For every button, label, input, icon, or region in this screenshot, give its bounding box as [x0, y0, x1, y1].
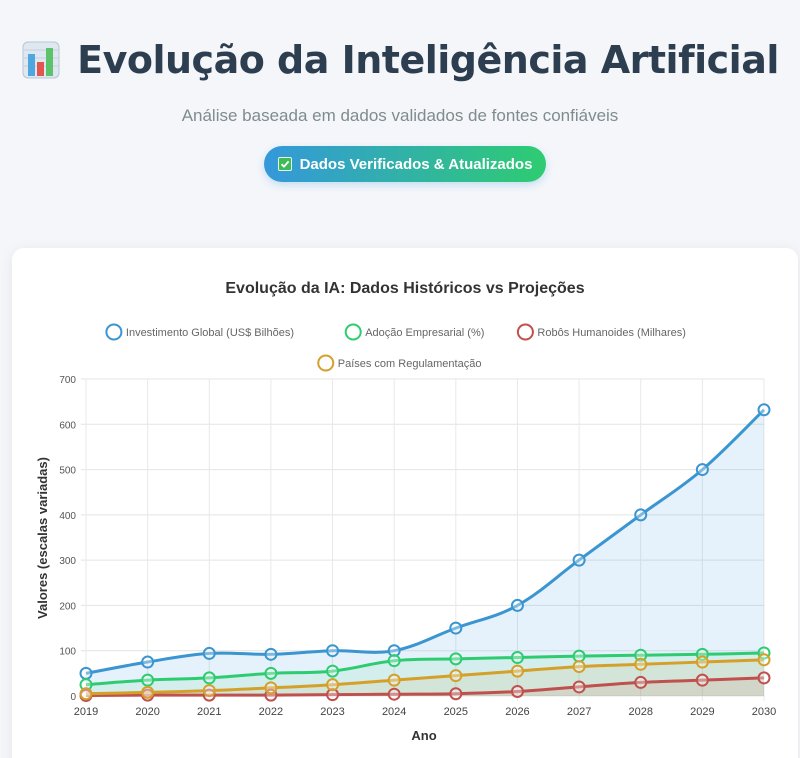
badge-label: Dados Verificados & Atualizados — [299, 155, 533, 173]
legend-item[interactable]: Adoção Empresarial (%) — [344, 323, 485, 341]
data-point[interactable] — [510, 664, 524, 678]
data-point[interactable] — [387, 644, 401, 658]
data-point[interactable] — [326, 664, 340, 678]
data-point[interactable] — [634, 648, 648, 662]
data-point[interactable] — [572, 553, 586, 567]
data-point[interactable] — [695, 655, 709, 669]
data-point[interactable] — [264, 666, 278, 680]
data-point[interactable] — [695, 673, 709, 687]
data-point[interactable] — [510, 684, 524, 698]
x-tick-label: 2020 — [135, 706, 159, 718]
data-point[interactable] — [202, 646, 216, 660]
y-tick-label: 300 — [59, 556, 76, 567]
line-chart: Evolução da IA: Dados Históricos vs Proj… — [35, 280, 776, 743]
data-point[interactable] — [695, 463, 709, 477]
data-point[interactable] — [757, 653, 771, 667]
data-point[interactable] — [141, 655, 155, 669]
data-point[interactable] — [449, 621, 463, 635]
series-areas — [86, 409, 764, 696]
x-tick-label: 2023 — [320, 706, 344, 718]
legend-marker — [516, 323, 534, 341]
page-subtitle: Análise baseada em dados validados de fo… — [181, 106, 619, 125]
data-point[interactable] — [449, 652, 463, 666]
data-point[interactable] — [449, 669, 463, 683]
legend-marker — [105, 323, 123, 341]
data-point[interactable] — [141, 685, 155, 699]
x-tick-label: 2021 — [197, 706, 221, 718]
data-point[interactable] — [572, 680, 586, 694]
data-point[interactable] — [387, 654, 401, 668]
x-tick-label: 2030 — [752, 706, 776, 718]
data-point[interactable] — [572, 660, 586, 674]
y-axis-label: Valores (escalas variadas) — [35, 457, 50, 619]
legend-label: Países com Regulamentação — [338, 358, 482, 370]
data-point[interactable] — [202, 671, 216, 685]
data-point[interactable] — [757, 403, 771, 417]
page-header: Evolução da Inteligência Artificial Anál… — [0, 0, 800, 240]
data-point[interactable] — [326, 678, 340, 692]
x-tick-label: 2026 — [505, 706, 529, 718]
page-title: Evolução da Inteligência Artificial — [77, 38, 779, 82]
series-area — [86, 677, 764, 696]
chart-card: Evolução da IA: Dados Históricos vs Proj… — [12, 248, 798, 758]
bar-chart-icon — [22, 41, 60, 79]
data-point[interactable] — [634, 657, 648, 671]
x-tick-label: 2029 — [690, 706, 714, 718]
axis-ticks: 0 100 200 300 400 500 600 700 2019 2020 2021 2022 20… — [59, 375, 776, 718]
y-tick-label: 400 — [59, 511, 76, 522]
data-point[interactable] — [634, 508, 648, 522]
x-tick-label: 2022 — [259, 706, 283, 718]
x-tick-label: 2019 — [74, 706, 98, 718]
y-tick-label: 200 — [59, 601, 76, 612]
x-tick-label: 2028 — [628, 706, 652, 718]
series-area — [86, 409, 764, 696]
chart-title: Evolução da IA: Dados Históricos vs Proj… — [225, 280, 584, 297]
x-axis-label: Ano — [411, 728, 436, 743]
data-point[interactable] — [79, 666, 93, 680]
legend-label: Robôs Humanoides (Milhares) — [537, 327, 686, 339]
data-point[interactable] — [510, 651, 524, 665]
y-tick-label: 500 — [59, 466, 76, 477]
x-tick-label: 2024 — [382, 706, 406, 718]
data-point[interactable] — [387, 687, 401, 701]
chart-grid — [81, 378, 765, 701]
data-point[interactable] — [202, 684, 216, 698]
legend-item[interactable]: Países com Regulamentação — [317, 354, 482, 372]
legend-marker — [317, 354, 335, 372]
data-point[interactable] — [79, 687, 93, 701]
verified-badge: Dados Verificados & Atualizados — [264, 146, 546, 182]
legend-marker — [344, 323, 362, 341]
data-point[interactable] — [634, 675, 648, 689]
data-point[interactable] — [326, 688, 340, 702]
y-tick-label: 700 — [59, 375, 76, 386]
series-points — [79, 403, 771, 703]
x-tick-label: 2025 — [444, 706, 468, 718]
legend-label: Adoção Empresarial (%) — [365, 327, 484, 339]
data-point[interactable] — [141, 673, 155, 687]
legend-item[interactable]: Robôs Humanoides (Milhares) — [516, 323, 686, 341]
title-row: Evolução da Inteligência Artificial — [0, 38, 800, 82]
data-point[interactable] — [264, 647, 278, 661]
data-point[interactable] — [387, 673, 401, 687]
series-line — [85, 408, 766, 675]
y-tick-label: 100 — [59, 647, 76, 658]
data-point[interactable] — [449, 687, 463, 701]
data-point[interactable] — [757, 671, 771, 685]
y-tick-label: 0 — [70, 692, 76, 703]
legend-label: Investimento Global (US$ Bilhões) — [126, 327, 294, 339]
y-tick-label: 600 — [59, 420, 76, 431]
data-point[interactable] — [326, 644, 340, 658]
data-point[interactable] — [264, 681, 278, 695]
legend-item[interactable]: Investimento Global (US$ Bilhões) — [105, 323, 294, 341]
check-icon — [277, 157, 292, 171]
chart-legend: Investimento Global (US$ Bilhões) Adoção … — [105, 323, 686, 372]
data-point[interactable] — [510, 598, 524, 612]
data-point[interactable] — [572, 649, 586, 663]
x-tick-label: 2027 — [567, 706, 591, 718]
